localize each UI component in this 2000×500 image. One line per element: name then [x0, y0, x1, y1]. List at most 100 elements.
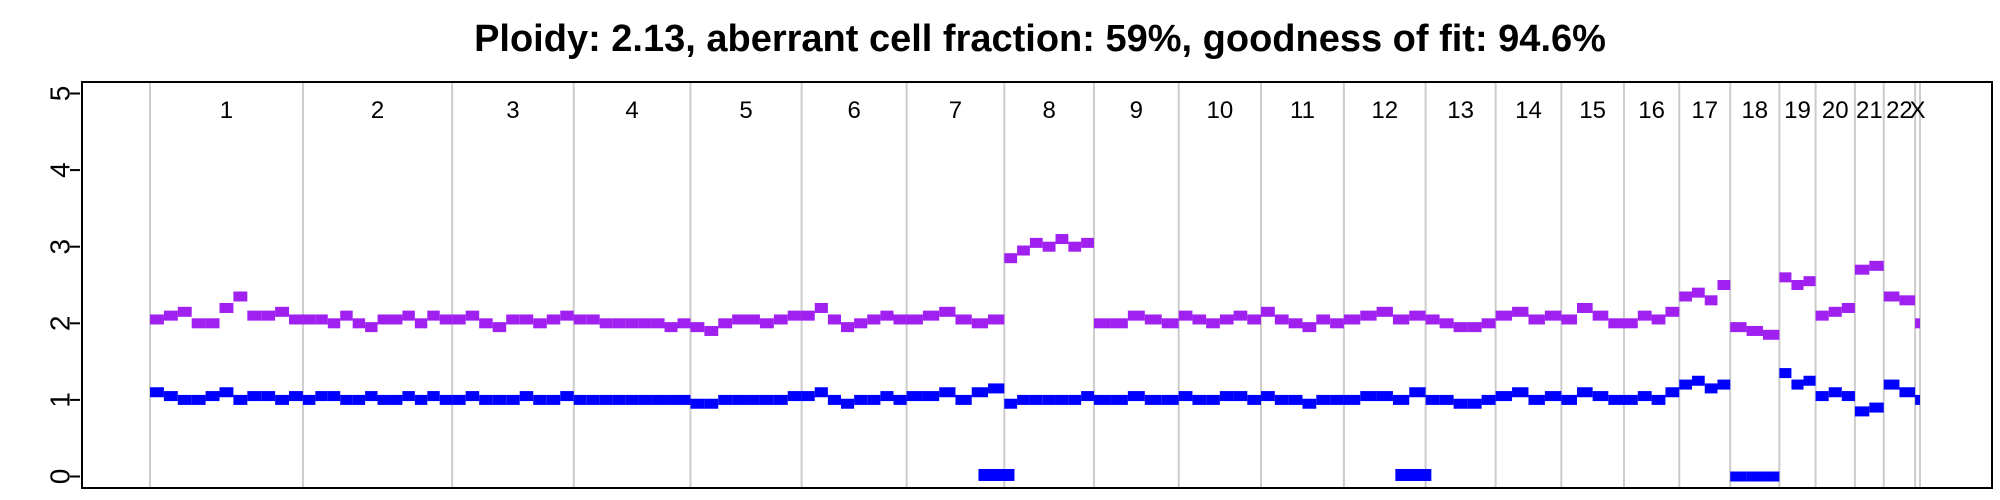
- segment-chr-8: [1081, 237, 1094, 248]
- segment-chr-12: [1376, 391, 1393, 402]
- segment-chr-20: [1815, 391, 1829, 402]
- segment-chr-3: [546, 314, 561, 325]
- segment-chr-3: [546, 394, 561, 405]
- segment-chr-6: [801, 391, 815, 402]
- segment-chr-4: [651, 394, 665, 405]
- segment-chr-2: [340, 394, 353, 405]
- y-tick-label-3: 3: [45, 239, 76, 255]
- segment-chr-8: [1055, 234, 1069, 245]
- chrom-label-6: 6: [847, 97, 860, 124]
- segment-chr-6: [854, 394, 868, 405]
- segment-chr-1: [163, 310, 178, 321]
- segment-chr-6: [814, 387, 828, 398]
- segment-chr-11: [1274, 314, 1289, 325]
- segment-chr-1: [205, 318, 220, 329]
- segment-chr-15: [1576, 302, 1593, 313]
- chart-title: Ploidy: 2.13, aberrant cell fraction: 59…: [474, 18, 1606, 60]
- segment-chr-7: [988, 314, 1005, 325]
- segment-chr-11: [1288, 318, 1303, 329]
- segment-chr-20: [1828, 387, 1842, 398]
- segment-chr-1: [289, 314, 303, 325]
- segment-chr-2: [377, 394, 390, 405]
- segment-chr-5: [690, 322, 705, 333]
- segment-chr-11: [1316, 394, 1331, 405]
- segment-chr-21: [1869, 402, 1884, 413]
- segment-chr-3: [479, 318, 493, 329]
- segment-chr-5: [690, 398, 705, 409]
- segment-chr-15: [1561, 314, 1577, 325]
- segment-chr-4: [638, 394, 652, 405]
- segment-chr-16: [1651, 394, 1666, 405]
- segment-chr-3: [533, 318, 547, 329]
- segment-chr-10: [1247, 314, 1262, 325]
- segment-chr-10: [1178, 391, 1193, 402]
- segment-chr-8: [1068, 394, 1082, 405]
- segment-chr-2: [365, 322, 378, 333]
- segment-chr-7: [955, 394, 972, 405]
- segment-chr-19: [1779, 368, 1792, 379]
- chrom-label-X: X: [1910, 97, 1926, 124]
- segment-chr-17: [1717, 280, 1731, 290]
- segment-chr-3: [533, 394, 547, 405]
- segment-chr-18: [1746, 325, 1763, 336]
- segment-chr-2: [327, 318, 341, 329]
- chrom-label-20: 20: [1822, 97, 1849, 124]
- segment-chr-11: [1316, 314, 1331, 325]
- segment-chr-5: [759, 394, 774, 405]
- segment-chr-1: [275, 306, 290, 317]
- segment-chr-8: [1017, 394, 1030, 405]
- segment-chr-3: [492, 394, 507, 405]
- segment-chr-2: [439, 394, 453, 405]
- segment-chr-7: [939, 306, 956, 317]
- segment-chr-21: [1869, 260, 1884, 271]
- segment-chr-4: [677, 318, 691, 329]
- segment-chr-19: [1779, 272, 1792, 283]
- segment-chr-10: [1192, 314, 1207, 325]
- segment-chr-14: [1495, 310, 1513, 321]
- segment-chr-8: [1068, 241, 1082, 252]
- segment-chr-14: [1544, 310, 1562, 321]
- segment-chr-19: [1803, 375, 1816, 386]
- segment-chr-1: [150, 387, 164, 398]
- segment-chr-7: [922, 391, 940, 402]
- segment-chr-13: [1467, 322, 1482, 333]
- segment-chr-2: [414, 318, 428, 329]
- segment-chr-2: [439, 314, 453, 325]
- segment-chr-6: [801, 310, 815, 321]
- chrom-label-14: 14: [1515, 97, 1542, 124]
- segment-chr-14: [1528, 314, 1545, 325]
- segment-chr-13: [1439, 394, 1454, 405]
- segment-chr-6: [854, 318, 868, 329]
- segment-chr-2: [352, 394, 366, 405]
- segment-chr-4: [586, 314, 600, 325]
- segment-chr-4: [612, 394, 626, 405]
- segment-chr-5: [746, 314, 760, 325]
- segment-chr-19: [1803, 276, 1816, 287]
- segment-chr-5: [759, 318, 774, 329]
- segment-chr-12: [1376, 306, 1393, 317]
- segment-chr-16: [1651, 314, 1666, 325]
- chrom-label-1: 1: [220, 97, 233, 124]
- segment-chr-17: [1704, 383, 1718, 394]
- segment-chr-6: [880, 391, 894, 402]
- segment-chr-16: [1623, 318, 1638, 329]
- segment-chr-2: [427, 391, 440, 402]
- segment-chr-21: [1854, 264, 1870, 275]
- plot-frame: [81, 81, 1993, 489]
- segment-chr-2: [315, 391, 328, 402]
- segment-chr-8: [1042, 394, 1056, 405]
- segment-chr-14: [1495, 391, 1513, 402]
- segment-chr-3: [465, 310, 480, 321]
- segment-chr-17: [1704, 295, 1718, 306]
- segment-chr-14: [1528, 394, 1545, 405]
- segment-chr-5: [732, 394, 747, 405]
- segment-chr-5: [787, 310, 802, 321]
- segment-chr-10: [1233, 310, 1248, 321]
- segment-chr-13: [1481, 318, 1496, 329]
- segment-chr-9: [1127, 310, 1145, 321]
- chrom-label-21: 21: [1856, 97, 1883, 124]
- segment-chr-7: [906, 391, 923, 402]
- segment-chr-7: [955, 314, 972, 325]
- segment-chr-5: [787, 391, 802, 402]
- segment-chr-20: [1841, 391, 1855, 402]
